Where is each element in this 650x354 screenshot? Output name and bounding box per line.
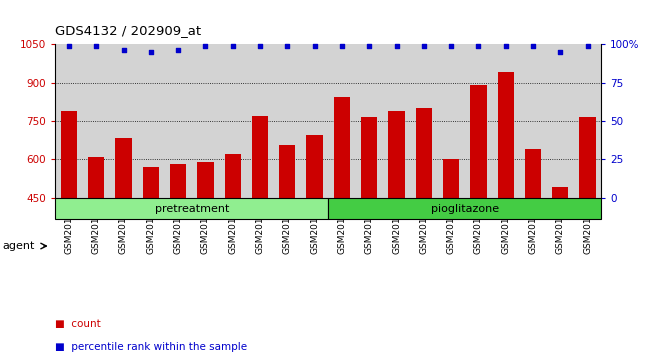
- Point: [500, 43, 511, 48]
- Bar: [197, 162, 214, 313]
- Bar: [415, 108, 432, 313]
- Bar: [328, 198, 601, 219]
- Bar: [170, 164, 187, 313]
- Point: [64, 43, 74, 48]
- Bar: [306, 136, 323, 313]
- Text: GDS4132 / 202909_at: GDS4132 / 202909_at: [55, 24, 201, 37]
- Point: [555, 49, 566, 55]
- Bar: [497, 72, 514, 313]
- Point: [282, 43, 293, 48]
- Point: [118, 47, 129, 53]
- Bar: [252, 116, 268, 313]
- Text: ■  count: ■ count: [55, 319, 101, 329]
- Point: [173, 47, 183, 53]
- Point: [227, 43, 238, 48]
- Bar: [60, 111, 77, 313]
- Point: [446, 43, 456, 48]
- Point: [419, 43, 429, 48]
- Bar: [115, 137, 132, 313]
- Text: agent: agent: [3, 241, 35, 251]
- Text: pretreatment: pretreatment: [155, 204, 229, 213]
- Point: [391, 43, 402, 48]
- Bar: [88, 157, 105, 313]
- Bar: [55, 198, 328, 219]
- Bar: [388, 111, 405, 313]
- Bar: [279, 145, 296, 313]
- Point: [473, 43, 484, 48]
- Point: [528, 43, 538, 48]
- Point: [337, 43, 347, 48]
- Point: [200, 43, 211, 48]
- Bar: [224, 154, 241, 313]
- Bar: [525, 149, 541, 313]
- Point: [582, 43, 593, 48]
- Bar: [470, 85, 487, 313]
- Bar: [142, 167, 159, 313]
- Point: [364, 43, 374, 48]
- Text: ■  percentile rank within the sample: ■ percentile rank within the sample: [55, 342, 248, 352]
- Point: [146, 49, 156, 55]
- Point: [255, 43, 265, 48]
- Bar: [443, 159, 460, 313]
- Bar: [579, 117, 596, 313]
- Bar: [333, 97, 350, 313]
- Point: [309, 43, 320, 48]
- Text: pioglitazone: pioglitazone: [431, 204, 499, 213]
- Bar: [361, 117, 378, 313]
- Point: [91, 43, 101, 48]
- Bar: [552, 187, 569, 313]
